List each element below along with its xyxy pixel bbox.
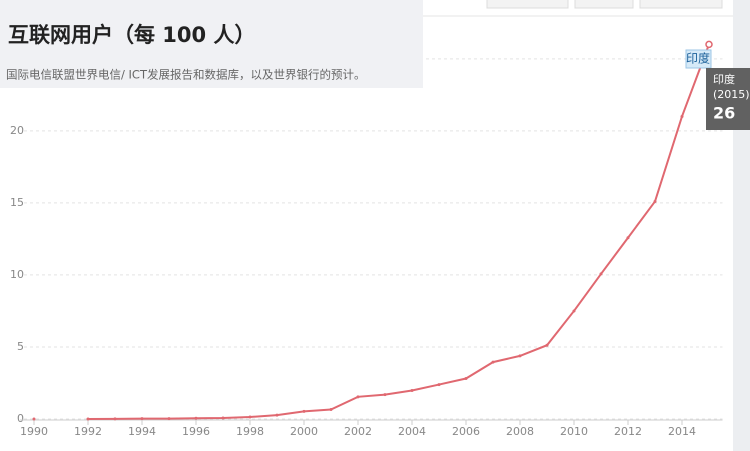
toolbar-button[interactable] xyxy=(574,0,634,9)
data-point xyxy=(32,417,36,421)
x-tick-label: 1996 xyxy=(182,425,210,438)
y-tick-label: 20 xyxy=(10,124,24,137)
x-tick-label: 1994 xyxy=(128,425,156,438)
data-point xyxy=(464,377,468,381)
series-line xyxy=(87,44,710,420)
header-panel xyxy=(0,0,423,88)
data-point xyxy=(221,416,225,420)
y-tick-label: 5 xyxy=(17,340,24,353)
data-point xyxy=(680,114,684,118)
x-tick-label: 2002 xyxy=(344,425,372,438)
data-point xyxy=(194,416,198,420)
x-tick-label: 2004 xyxy=(398,425,426,438)
series-label-box xyxy=(685,49,712,69)
data-point xyxy=(356,395,360,399)
x-tick-label: 1992 xyxy=(74,425,102,438)
tooltip-name: 印度 xyxy=(713,72,735,86)
data-point xyxy=(518,354,522,358)
data-point xyxy=(383,393,387,397)
data-point xyxy=(167,417,171,421)
toolbar-button[interactable] xyxy=(639,0,723,9)
data-point xyxy=(599,272,603,276)
x-tick-label: 2014 xyxy=(668,425,696,438)
tooltip-period: (2015) xyxy=(713,88,750,101)
data-point xyxy=(545,343,549,347)
data-point xyxy=(653,199,657,203)
data-point xyxy=(491,360,495,364)
plot-area: 0510152025199019921994199619982000200220… xyxy=(10,40,723,438)
x-tick-label: 2010 xyxy=(560,425,588,438)
toolbar-button[interactable] xyxy=(486,0,569,9)
series-label: 印度 xyxy=(686,51,710,66)
data-point xyxy=(86,417,90,421)
data-point xyxy=(572,309,576,313)
data-point xyxy=(302,409,306,413)
data-point xyxy=(248,415,252,419)
data-point xyxy=(275,413,279,417)
y-tick-label: 15 xyxy=(10,196,24,209)
data-point xyxy=(329,407,333,411)
data-point xyxy=(626,236,630,240)
side-bar xyxy=(733,0,750,451)
x-tick-label: 2012 xyxy=(614,425,642,438)
chart-subtitle: 国际电信联盟世界电信/ ICT发展报告和数据库，以及世界银行的预计。 xyxy=(6,68,365,82)
y-tick-label: 0 xyxy=(17,412,24,425)
data-point xyxy=(437,383,441,387)
data-point xyxy=(113,417,117,421)
x-tick-label: 2000 xyxy=(290,425,318,438)
tooltip-value: 26 xyxy=(713,104,735,123)
tooltip xyxy=(706,68,750,130)
x-tick-label: 1990 xyxy=(20,425,48,438)
x-tick-label: 2006 xyxy=(452,425,480,438)
x-tick-label: 2008 xyxy=(506,425,534,438)
data-point xyxy=(410,388,414,392)
data-point xyxy=(705,40,713,49)
chart-title: 互联网用户（每 100 人） xyxy=(8,23,255,47)
data-point xyxy=(140,417,144,421)
y-tick-label: 10 xyxy=(10,268,24,281)
x-tick-label: 1998 xyxy=(236,425,264,438)
